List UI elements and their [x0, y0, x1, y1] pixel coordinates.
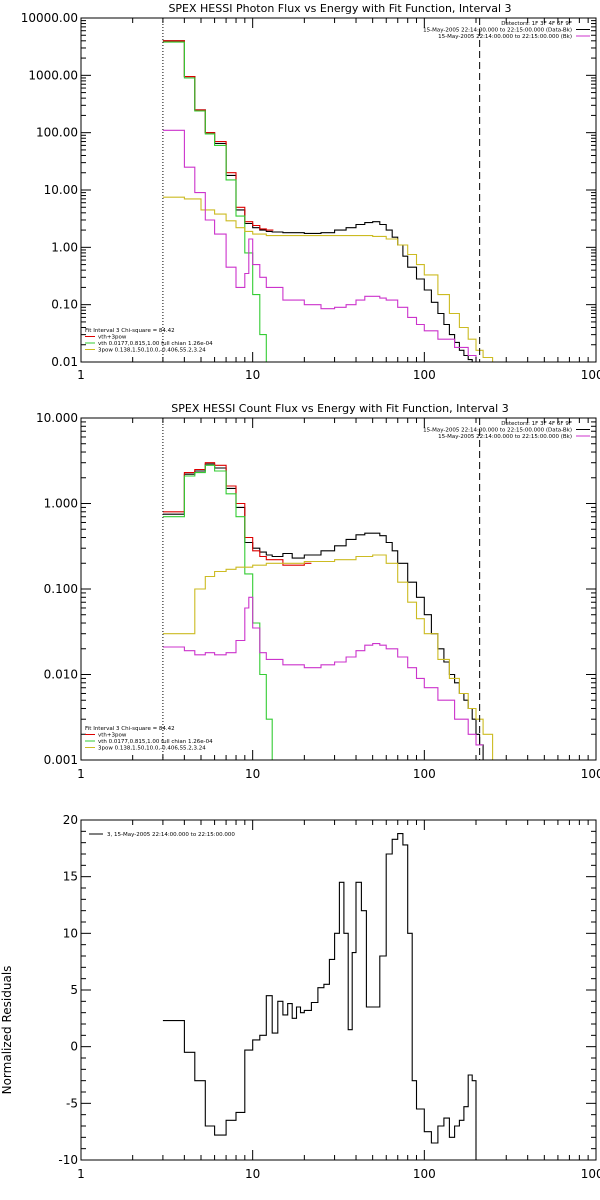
series-line-2 — [162, 41, 274, 362]
y-tick-label: 0 — [70, 1040, 78, 1054]
y-tick-label: -5 — [66, 1096, 78, 1110]
series-line-0 — [162, 463, 491, 760]
panel-title: SPEX HESSI Count Flux vs Energy with Fit… — [171, 402, 508, 415]
series-line-1 — [162, 462, 312, 566]
legend-entry: vth 0.0177,0.815,1.00 full chian 1.26e-0… — [98, 341, 213, 347]
x-tick-label: 10 — [245, 368, 260, 382]
x-tick-label: 1000 — [581, 1167, 600, 1181]
count-flux-panel: SPEX HESSI Count Flux vs Energy with Fit… — [36, 402, 600, 781]
legend-entry: 3pow 0.138,1.50,10.0,-0.406,55.2,3.24 — [98, 746, 206, 752]
y-tick-label: 0.010 — [44, 668, 78, 682]
y-tick-label: 0.10 — [51, 298, 78, 312]
series-line-3 — [162, 554, 500, 760]
x-tick-label: 1 — [77, 1167, 85, 1181]
y-tick-label: 0.01 — [51, 355, 78, 369]
legend-entry: vth+3pow — [98, 335, 127, 341]
x-tick-label: 1 — [77, 368, 85, 382]
y-tick-label: 1000.00 — [28, 68, 78, 82]
x-tick-label: 100 — [413, 767, 436, 781]
y-tick-label: 10 — [63, 926, 78, 940]
plot-frame — [80, 17, 597, 363]
plot-frame — [80, 417, 597, 761]
legend-entry: vth+3pow — [98, 733, 127, 739]
x-tick-label: 1000 — [581, 368, 600, 382]
y-tick-label: 5 — [70, 983, 78, 997]
series-line-1 — [162, 40, 274, 231]
y-tick-label: 1.000 — [44, 497, 78, 511]
y-tick-label: 100.00 — [36, 126, 78, 140]
x-tick-label: 10 — [245, 767, 260, 781]
x-tick-label: 1 — [77, 767, 85, 781]
legend-entry: 15-May-2005 22:14:00.000 to 22:15:00.000… — [423, 428, 572, 434]
legend-entry: vth 0.0177,0.815,1.00 full chian 1.26e-0… — [98, 739, 213, 745]
y-tick-label: 10.000 — [36, 411, 78, 425]
series-line-3 — [162, 196, 500, 362]
x-tick-label: 100 — [413, 1167, 436, 1181]
plot-frame — [80, 819, 597, 1161]
x-tick-label: 100 — [413, 368, 436, 382]
residuals-panel: Normalized Residuals 1 10 100 1000 -10 -5 0 5 10… — [0, 813, 600, 1181]
legend-entry: Fit Interval 3 Chi-square = 84.42 — [85, 726, 175, 732]
legend-entry: 3pow 0.138,1.50,10.0,-0.406,55.2,3.24 — [98, 348, 206, 354]
y-tick-label: 20 — [63, 813, 78, 827]
y-tick-label: -10 — [58, 1153, 78, 1167]
series-line-0 — [162, 40, 484, 362]
y-tick-label: 10.00 — [44, 183, 78, 197]
x-tick-label: 1000 — [581, 767, 600, 781]
series-line-2 — [162, 464, 280, 760]
legend-entry: Detectors: 1F 3F 4F 6F 9F — [501, 421, 572, 427]
series-line-4 — [162, 129, 484, 362]
y-axis-label: Normalized Residuals — [0, 966, 14, 1095]
legend-entry: 15-May-2005 22:14:00.000 to 22:15:00.000… — [438, 34, 572, 40]
y-tick-label: 10000.00 — [21, 11, 78, 25]
y-tick-label: 0.100 — [44, 582, 78, 596]
legend-entry: Fit Interval 3 Chi-square = 84.42 — [85, 328, 175, 334]
panel-title: SPEX HESSI Photon Flux vs Energy with Fi… — [168, 2, 511, 15]
y-tick-label: 0.001 — [44, 753, 78, 767]
legend-entry: 3, 15-May-2005 22:14:00.000 to 22:15:00.… — [107, 832, 235, 838]
series-line-0 — [162, 833, 484, 1160]
legend-entry: 15-May-2005 22:14:00.000 to 22:15:00.000… — [423, 28, 572, 34]
legend-entry: Detectors: 1F 3F 4F 6F 9F — [501, 21, 572, 27]
photon-flux-panel: SPEX HESSI Photon Flux vs Energy with Fi… — [21, 2, 600, 382]
y-tick-label: 1.00 — [51, 240, 78, 254]
legend-entry: 15-May-2005 22:14:00.000 to 22:15:00.000… — [438, 434, 572, 440]
x-tick-label: 10 — [245, 1167, 260, 1181]
series-line-4 — [162, 596, 484, 746]
y-tick-label: 15 — [63, 870, 78, 884]
